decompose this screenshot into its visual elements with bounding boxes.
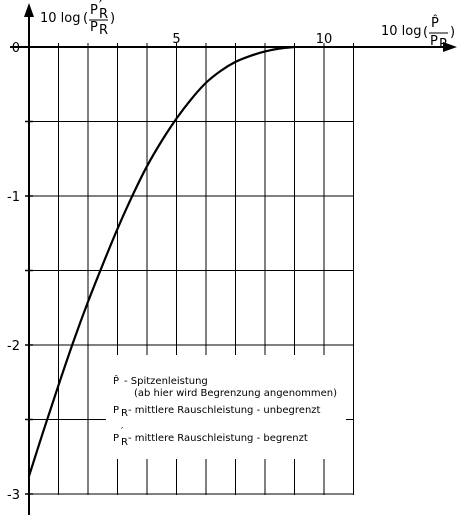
y-title-prefix: 10 log: [40, 11, 81, 26]
x-title-paren-close: ): [450, 25, 455, 40]
legend-symbol: P: [113, 405, 119, 416]
legend-symbol: P: [113, 433, 119, 444]
series-line: [27, 45, 296, 478]
legend-text: - Spitzenleistung: [124, 376, 208, 387]
legend-symbol: P̂: [113, 374, 119, 387]
y-title-paren-open: (: [83, 11, 88, 26]
legend-text: - mittlere Rauschleistung - unbegrenzt: [128, 405, 321, 416]
y-axis-title: 10 log ( P ′ R P R ): [40, 0, 115, 38]
series-group: [27, 45, 296, 478]
x-title-prefix: 10 log: [381, 24, 422, 39]
y-title-numerator-prime: ′: [99, 0, 102, 14]
y-tick-label: -3: [7, 488, 20, 503]
legend: P̂ - Spitzenleistung (ab hier wird Begre…: [106, 355, 346, 459]
y-tick-label: 0: [12, 41, 20, 56]
legend-symbol-prime: ′: [121, 426, 124, 437]
y-title-denominator-sub: R: [99, 23, 108, 38]
y-title-denominator: P: [90, 20, 98, 35]
x-title-denominator: P: [430, 34, 438, 49]
legend-entry-limited-noise: P ′ R - mittlere Rauschleistung - begren…: [113, 426, 308, 448]
axes: [10, 3, 457, 515]
x-title-denominator-sub: R: [439, 37, 448, 52]
legend-entry-peak-power: P̂ - Spitzenleistung (ab hier wird Begre…: [113, 374, 337, 399]
legend-note: (ab hier wird Begrenzung angenommen): [134, 388, 337, 399]
y-tick-label: -2: [7, 339, 20, 354]
y-title-paren-close: ): [110, 11, 115, 26]
y-title-numerator: P: [90, 3, 98, 18]
y-tick-label: -1: [7, 190, 20, 205]
legend-box: [106, 355, 346, 459]
legend-entry-unlimited-noise: P R - mittlere Rauschleistung - unbegren…: [113, 405, 321, 419]
y-title-numerator-sub: R: [99, 7, 108, 22]
x-tick-label: 5: [172, 32, 180, 47]
legend-symbol-sub: R: [121, 408, 128, 419]
legend-text: - mittlere Rauschleistung - begrenzt: [128, 433, 308, 444]
x-tick-label: 10: [316, 32, 333, 47]
x-title-numerator: P̂: [431, 16, 439, 31]
y-axis-arrow: [24, 3, 34, 17]
x-title-paren-open: (: [423, 25, 428, 40]
x-axis-title: 10 log ( P̂ P R ): [381, 16, 455, 52]
x-axis-arrow: [443, 42, 457, 52]
grid: [29, 47, 354, 495]
legend-symbol-sub: R: [121, 437, 128, 448]
tick-labels: 5 10 0 -1 -2 -3: [7, 32, 332, 503]
